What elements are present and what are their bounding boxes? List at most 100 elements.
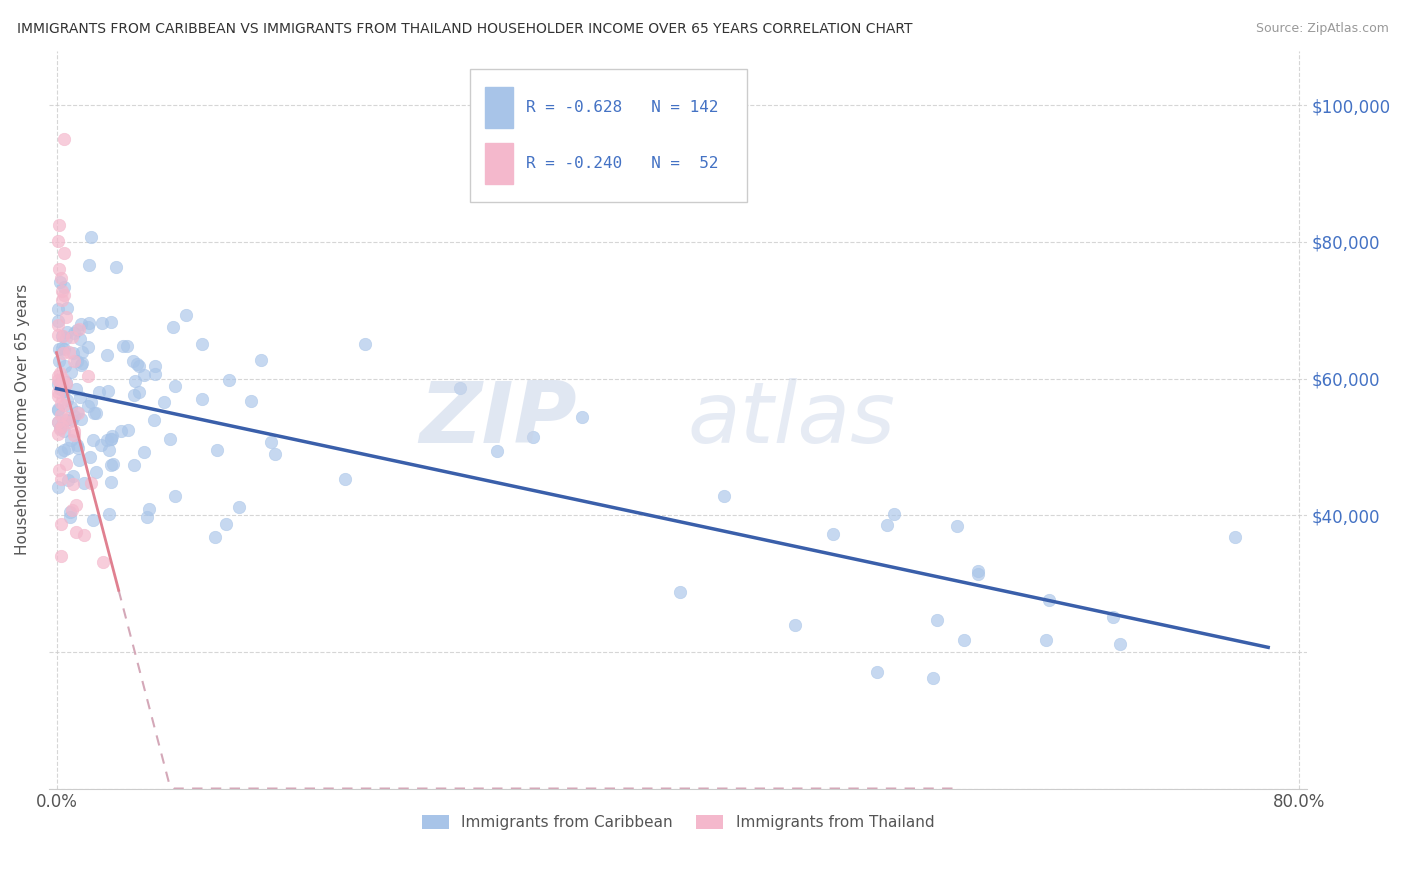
Point [49,408,72,422]
Point [66,441,89,455]
Point [56,393,79,408]
Point [135,510,157,524]
Point [449,381,471,395]
Point [60,413,83,427]
Point [51,418,73,433]
Point [228,500,250,515]
Point [48,354,70,368]
Point [49,422,72,436]
Point [65,525,87,540]
Point [73,528,96,542]
Point [132,444,155,458]
Point [101,428,124,442]
Point [46,314,69,328]
Point [945,519,967,533]
Point [110,424,132,438]
Point [925,613,948,627]
Point [97,384,120,398]
Point [134,368,156,383]
Point [125,357,148,371]
Point [60,365,83,379]
Point [56,301,79,316]
Point [353,337,375,351]
Point [56,325,79,339]
Point [55,457,77,471]
Point [69,317,91,331]
Point [53,424,76,438]
Point [62,424,84,438]
Point [60,433,83,447]
Point [1223,530,1246,544]
Point [138,501,160,516]
Point [46,235,69,249]
Point [66,353,89,368]
Point [128,359,150,374]
Point [51,549,73,563]
Text: R = -0.240   N =  52: R = -0.240 N = 52 [526,156,718,171]
Point [48,262,70,277]
Point [783,618,806,632]
Point [821,527,844,541]
Point [60,503,83,517]
Point [485,444,508,458]
Point [122,353,145,368]
Point [143,367,166,381]
Point [69,390,91,404]
Point [46,415,69,429]
Point [1038,593,1060,607]
Point [70,412,93,426]
Point [112,339,135,353]
Point [205,442,228,457]
Point [52,384,75,398]
Point [239,394,262,409]
Point [82,513,104,527]
Point [55,413,77,427]
Point [69,332,91,346]
Point [46,374,69,388]
Point [52,442,75,457]
Point [571,409,593,424]
Point [77,316,100,330]
Point [49,366,72,380]
Point [63,326,86,340]
Point [48,275,70,289]
Point [77,319,100,334]
Point [55,375,77,389]
Point [82,434,104,448]
Legend: Immigrants from Caribbean, Immigrants from Thailand: Immigrants from Caribbean, Immigrants fr… [415,809,941,836]
Point [163,379,186,393]
Point [80,230,103,244]
Point [46,301,69,316]
FancyBboxPatch shape [470,69,747,202]
Point [60,330,83,344]
Point [93,555,115,569]
Point [49,516,72,531]
Point [46,388,69,402]
Point [84,407,107,421]
Point [48,342,70,356]
Point [58,344,80,359]
Point [100,475,122,489]
Point [49,377,72,392]
Point [62,469,84,483]
Point [70,359,93,373]
Point [55,310,77,324]
Point [52,372,75,386]
Point [51,293,73,308]
Point [152,395,174,409]
Point [124,374,146,388]
Point [191,336,214,351]
Point [62,346,84,360]
Point [46,416,69,430]
Point [335,472,357,486]
Point [56,441,79,455]
Point [143,413,166,427]
Point [48,218,70,232]
Point [100,433,122,447]
Point [1035,633,1057,648]
Point [65,498,87,512]
Point [52,287,75,301]
Point [51,445,73,459]
Point [66,438,89,452]
Point [713,489,735,503]
